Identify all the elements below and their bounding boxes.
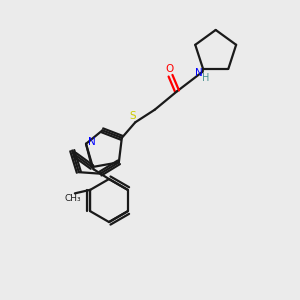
Text: H: H [202, 73, 210, 83]
Text: N: N [88, 137, 95, 147]
Text: N: N [195, 68, 203, 78]
Text: S: S [130, 111, 136, 121]
Text: O: O [166, 64, 174, 74]
Text: CH₃: CH₃ [64, 194, 81, 203]
